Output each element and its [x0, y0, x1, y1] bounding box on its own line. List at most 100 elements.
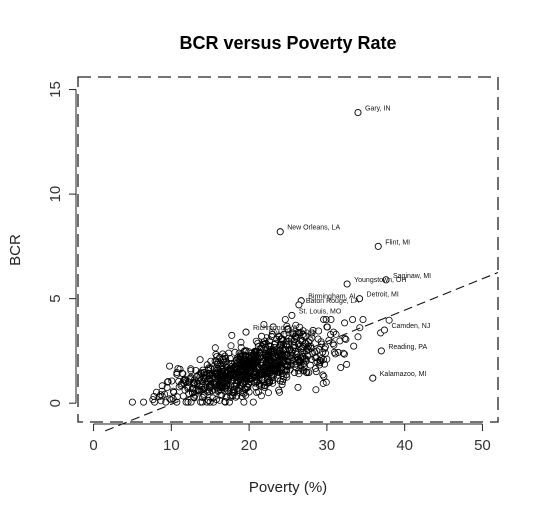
data-point [315, 327, 323, 335]
y-tick-label: 15 [47, 81, 64, 98]
point-label: Kalamazoo, MI [380, 371, 427, 378]
data-point [241, 351, 249, 359]
data-point [252, 364, 260, 372]
data-point [197, 369, 205, 377]
data-point [201, 383, 209, 391]
data-point [225, 371, 233, 379]
data-point [231, 348, 239, 356]
data-point [323, 323, 331, 331]
data-point [267, 352, 275, 360]
x-tick-label: 50 [474, 437, 491, 454]
data-point [294, 383, 302, 391]
data-point [150, 392, 158, 400]
data-point [330, 341, 338, 349]
data-point [128, 398, 136, 406]
data-point [198, 383, 206, 391]
data-point [198, 398, 206, 406]
data-point [356, 324, 364, 332]
data-point [162, 398, 170, 406]
data-point [209, 394, 217, 402]
data-point [332, 330, 340, 338]
data-point [282, 371, 290, 379]
point-label: Detroit, MI [367, 292, 399, 299]
data-point [221, 384, 229, 392]
data-point [343, 360, 351, 368]
data-point [385, 316, 393, 324]
data-point [295, 355, 303, 363]
data-point [278, 369, 286, 377]
data-point [221, 397, 229, 405]
data-point [215, 366, 223, 374]
data-point [236, 381, 244, 389]
data-point [163, 378, 171, 386]
data-point [250, 378, 258, 386]
data-point [267, 359, 275, 367]
y-tick-label: 10 [47, 186, 64, 203]
data-point [175, 383, 183, 391]
y-axis: 0 5 10 15 [47, 81, 77, 407]
labeled-data-point [258, 332, 266, 340]
data-point [269, 372, 277, 380]
y-tick-label: 0 [47, 399, 64, 407]
data-point [327, 315, 335, 323]
data-point [157, 391, 165, 399]
labeled-data-point [380, 326, 388, 334]
data-point [340, 350, 348, 358]
data-point [283, 322, 291, 330]
labeled-data-point [369, 374, 377, 382]
data-point [187, 398, 195, 406]
data-point [299, 366, 307, 374]
data-point [354, 333, 362, 341]
data-point [258, 342, 266, 350]
data-point [264, 389, 272, 397]
point-label: Reading, PA [388, 344, 427, 351]
data-point [359, 315, 367, 323]
data-point [185, 389, 193, 397]
data-point [330, 348, 338, 356]
data-point [229, 392, 237, 400]
data-point [158, 382, 166, 390]
data-point [299, 327, 307, 335]
data-point [213, 382, 221, 390]
data-point [212, 350, 220, 358]
data-point [196, 356, 204, 364]
data-point [285, 353, 293, 361]
data-point [158, 392, 166, 400]
data-point [314, 335, 322, 343]
point-label: Richmond, VA [253, 325, 298, 332]
labeled-data-point [295, 301, 303, 309]
data-point [238, 371, 246, 379]
data-point [182, 398, 190, 406]
point-labels-layer: Gary, IN New Orleans, LA Flint, MI Saginaw,… [253, 106, 431, 379]
data-point [311, 348, 319, 356]
data-point [278, 335, 286, 343]
data-point [226, 381, 234, 389]
point-label: New Orleans, LA [287, 225, 340, 232]
data-point [257, 370, 265, 378]
data-point [253, 388, 261, 396]
data-point [295, 343, 303, 351]
data-point [243, 372, 251, 380]
data-point [297, 336, 305, 344]
point-label: Youngstown, OH [354, 277, 406, 284]
data-point [258, 375, 266, 383]
point-label: Camden, NJ [391, 323, 430, 330]
data-point [303, 344, 311, 352]
data-point [268, 346, 276, 354]
data-point [325, 336, 333, 344]
x-axis: 0 10 20 30 40 50 [89, 423, 491, 454]
data-point [242, 347, 250, 355]
data-point [214, 387, 222, 395]
data-point [266, 364, 274, 372]
data-point [284, 325, 292, 333]
data-point [227, 342, 235, 350]
data-point [291, 360, 299, 368]
data-point [190, 376, 198, 384]
data-point [155, 393, 163, 401]
labeled-data-point [288, 311, 296, 319]
data-point [274, 374, 282, 382]
data-point [287, 361, 295, 369]
data-point [236, 353, 244, 361]
y-axis-label: BCR [7, 234, 24, 266]
